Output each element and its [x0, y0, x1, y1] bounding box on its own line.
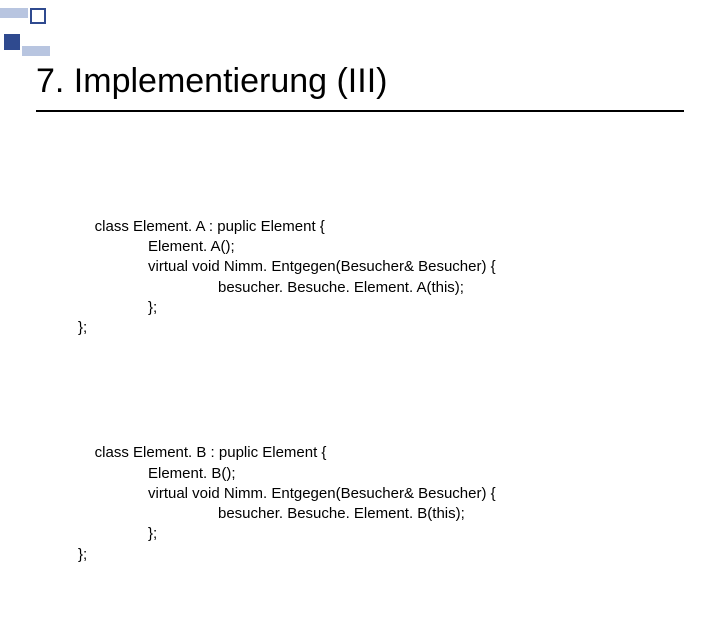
code-block-a: class Element. A : puplic Element { Elem… [78, 197, 496, 359]
code-line: besucher. Besuche. Element. A(this); [78, 278, 496, 298]
code-line: virtual void Nimm. Entgegen(Besucher& Be… [78, 257, 496, 277]
deco-square-solid [4, 34, 20, 50]
code-line: }; [78, 546, 87, 563]
deco-square-outline [30, 8, 46, 24]
code-line: }; [78, 524, 496, 544]
code-line: }; [78, 319, 87, 336]
code-line: class Element. A : puplic Element { [95, 218, 325, 235]
code-block-b: class Element. B : puplic Element { Elem… [78, 423, 496, 585]
code-line: Element. A(); [78, 237, 496, 257]
slide-title: 7. Implementierung (III) [36, 62, 387, 101]
code-line: }; [78, 298, 496, 318]
deco-bar-bottom [22, 46, 50, 56]
title-underline [36, 110, 684, 112]
corner-decoration [0, 8, 100, 58]
code-line: class Element. B : puplic Element { [95, 444, 327, 461]
code-line: Element. B(); [78, 464, 496, 484]
code-line: virtual void Nimm. Entgegen(Besucher& Be… [78, 484, 496, 504]
code-line: besucher. Besuche. Element. B(this); [78, 504, 496, 524]
deco-bar-top [0, 8, 28, 18]
code-content: class Element. A : puplic Element { Elem… [78, 156, 496, 629]
